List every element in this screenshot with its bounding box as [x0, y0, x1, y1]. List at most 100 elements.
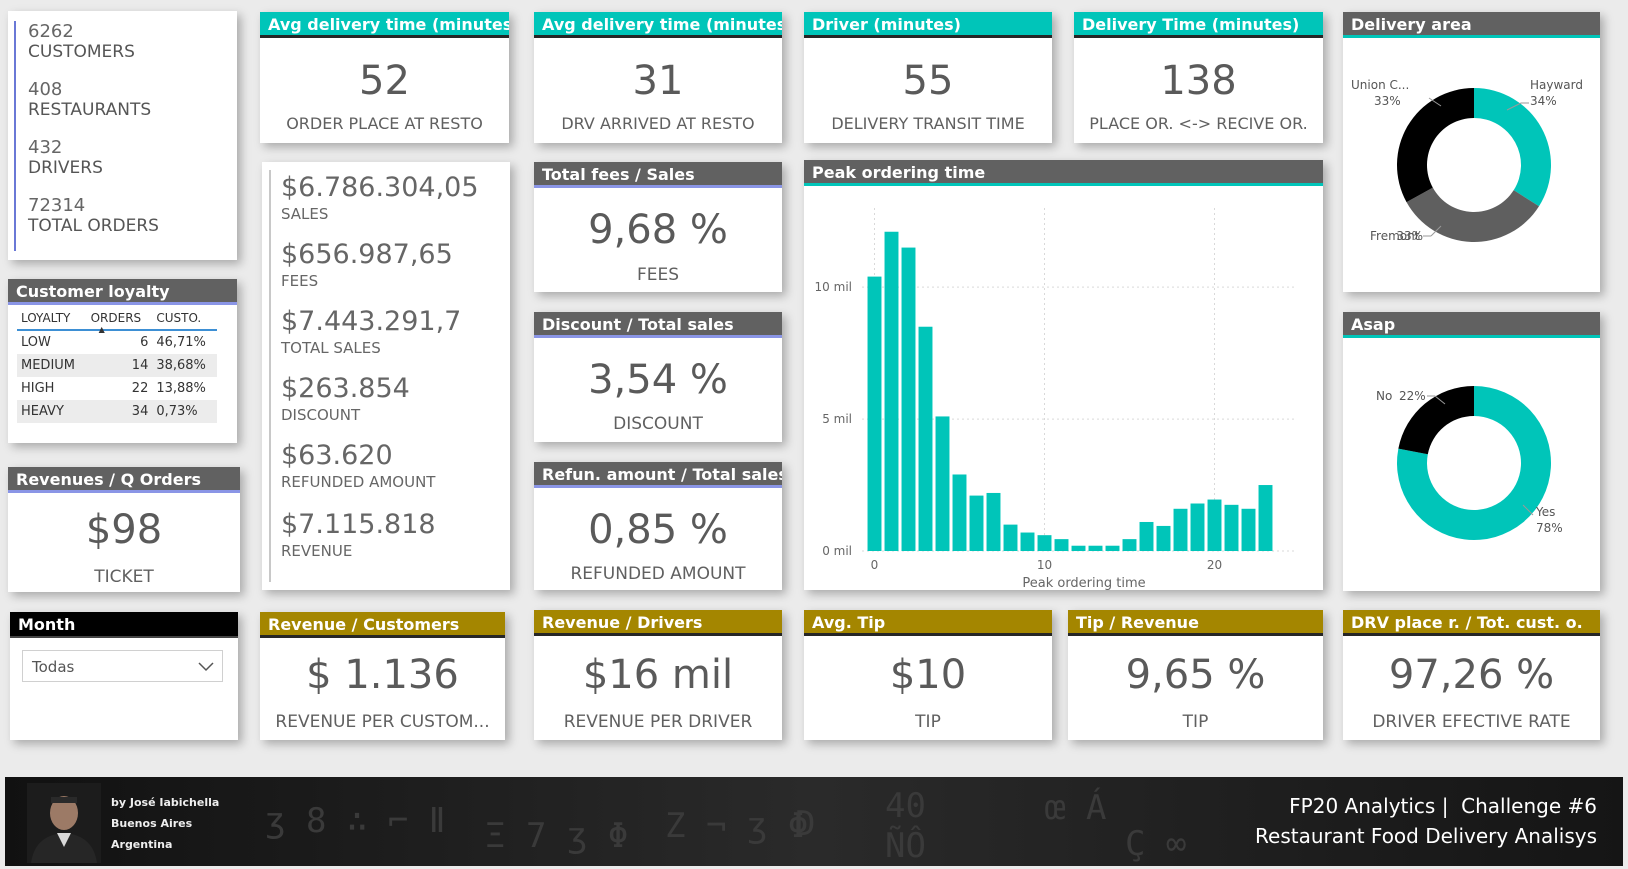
fin-discount: $263.854 DISCOUNT: [281, 373, 479, 440]
kpi-value: 97,26 %: [1388, 652, 1555, 698]
bar-hour-1[interactable]: [884, 231, 899, 551]
peak-ordering-chart: 0 mil 5 mil 10 mil 0 10 20 Peak ordering time: [815, 208, 1294, 590]
stat-drivers: 432 DRIVERS: [28, 137, 159, 195]
footer-brand-line: FP20 Analytics | Challenge #6: [1289, 794, 1597, 818]
bar-hour-0[interactable]: [867, 276, 882, 551]
refund-ratio-card: Refun. amount / Total sales 0,85 % REFUN…: [534, 462, 782, 590]
bar-hour-17[interactable]: [1156, 525, 1171, 551]
fin-label: FEES: [281, 272, 319, 290]
card-title: Month: [10, 612, 238, 638]
slice-label-hayward-pct: 34%: [1530, 94, 1557, 108]
bar-hour-20[interactable]: [1207, 499, 1222, 551]
kpi-label: REVENUE PER DRIVER: [563, 712, 753, 732]
x-axis-label: Peak ordering time: [1022, 576, 1145, 590]
slice-label-hayward-name: Hayward: [1530, 78, 1583, 92]
footer-country: Argentina: [111, 838, 173, 851]
table-row: MEDIUM 14 38,68%: [17, 354, 217, 377]
kpi-value: 52: [359, 58, 410, 104]
x-tick-label: 10: [1037, 558, 1052, 572]
kpi-value: $10: [889, 652, 967, 698]
column-header-customers[interactable]: CUSTO.: [152, 305, 217, 331]
svg-text:Ç ∞: Ç ∞: [1125, 824, 1186, 864]
customer-loyalty-card: Customer loyalty LOYALTY ORDERS ▲ CUSTO. …: [8, 279, 237, 443]
footer-city: Buenos Aires: [111, 817, 193, 830]
bar-hour-4[interactable]: [935, 416, 950, 551]
donut-slice-union-c[interactable]: [1397, 88, 1474, 203]
svg-text:ʒ 8 ∴ ⌐ Ⅱ: ʒ 8 ∴ ⌐ Ⅱ: [265, 801, 446, 841]
chevron-down-icon: [198, 662, 214, 672]
donut-slice-fremont[interactable]: [1406, 187, 1540, 242]
svg-text:Z ¬ ʒ Φ: Z ¬ ʒ Φ: [665, 806, 808, 846]
bar-hour-21[interactable]: [1224, 504, 1239, 551]
month-dropdown[interactable]: Todas: [22, 650, 223, 682]
table-row: HIGH 22 13,88%: [17, 377, 217, 400]
delivery-area-donut[interactable]: Hayward 34% Union C... 33% Fremont 33%: [1343, 40, 1600, 292]
card-title: Avg. Tip: [804, 610, 1052, 636]
ratio-value: 3,54 %: [588, 357, 728, 403]
cell-orders: 22: [131, 381, 149, 396]
kpi-drv-arrived-card: Avg delivery time (minutes) 31 DRV ARRIV…: [534, 12, 782, 143]
card-title: Avg delivery time (minutes): [534, 12, 782, 38]
y-tick-label: 10 mil: [815, 280, 852, 294]
revenue-q-orders-card: Revenues / Q Orders $98 TICKET: [8, 467, 240, 592]
fin-sales: $6.786.304,05 SALES: [281, 172, 479, 239]
summary-accent: [14, 21, 16, 251]
ratio-label: REFUNDED AMOUNT: [570, 564, 746, 584]
bar-hour-14[interactable]: [1105, 545, 1120, 551]
stat-restaurants: 408 RESTAURANTS: [28, 79, 159, 137]
card-title: DRV place r. / Tot. cust. o.: [1343, 610, 1600, 636]
bar-hour-16[interactable]: [1139, 521, 1154, 551]
column-header-loyalty[interactable]: LOYALTY: [17, 305, 87, 331]
card-title: Driver (minutes): [804, 12, 1052, 38]
column-header-orders[interactable]: ORDERS ▲: [86, 305, 153, 334]
y-tick-label: 0 mil: [822, 544, 852, 558]
ratio-value: 9,68 %: [588, 207, 728, 253]
bar-hour-9[interactable]: [1020, 532, 1035, 551]
card-title: Tip / Revenue: [1068, 610, 1323, 636]
donut-slice-hayward[interactable]: [1474, 88, 1551, 207]
kpi-value: 138: [1160, 58, 1237, 104]
kpi-value: $16 mil: [582, 652, 734, 698]
card-title: Discount / Total sales: [534, 312, 782, 338]
donut-slice-no[interactable]: [1398, 386, 1474, 455]
svg-text:Ξ 7 ʒ Φ: Ξ 7 ʒ Φ: [485, 816, 628, 856]
bar-hour-13[interactable]: [1088, 545, 1103, 551]
bar-hour-15[interactable]: [1122, 539, 1137, 551]
bar-hour-10[interactable]: [1037, 535, 1052, 551]
fin-label: REFUNDED AMOUNT: [281, 473, 436, 491]
bar-hour-8[interactable]: [1003, 524, 1018, 551]
bar-hour-12[interactable]: [1071, 545, 1086, 551]
kpi-label: DRV ARRIVED AT RESTO: [561, 114, 755, 133]
fin-value: $6.786.304,05: [281, 172, 479, 203]
bar-hour-11[interactable]: [1054, 539, 1069, 551]
bar-hour-5[interactable]: [952, 474, 967, 551]
fin-label: REVENUE: [281, 542, 353, 560]
slice-label-fremont-pct: 33%: [1396, 229, 1423, 243]
donut-slice-yes[interactable]: [1397, 386, 1551, 540]
fin-value: $656.987,65: [281, 239, 453, 270]
slice-label-yes-name: Yes: [1535, 505, 1555, 519]
card-title: Delivery area: [1343, 12, 1600, 38]
svg-text:D: D: [795, 804, 815, 844]
card-title: Avg delivery time (minutes): [260, 12, 509, 38]
ratio-value: 0,85 %: [588, 507, 728, 553]
bar-hour-18[interactable]: [1173, 508, 1188, 551]
fin-total-sales: $7.443.291,7 TOTAL SALES: [281, 306, 479, 373]
asap-donut[interactable]: No 22% Yes 78%: [1343, 340, 1600, 591]
bar-hour-7[interactable]: [986, 492, 1001, 551]
kpi-label: DELIVERY TRANSIT TIME: [831, 114, 1025, 133]
bar-hour-6[interactable]: [969, 495, 984, 551]
bar-hour-22[interactable]: [1241, 508, 1256, 551]
bar-hour-2[interactable]: [901, 247, 916, 552]
cell-loyalty: LOW: [21, 335, 51, 350]
card-title: Total fees / Sales: [534, 162, 782, 188]
bar-hour-23[interactable]: [1258, 485, 1273, 551]
cell-orders: 14: [86, 354, 153, 377]
bar-hour-3[interactable]: [918, 326, 933, 551]
bar-hour-19[interactable]: [1190, 503, 1205, 551]
delivery-area-card: Delivery area Hayward 34% Union C... 33%…: [1343, 12, 1600, 292]
driver-rate-card: DRV place r. / Tot. cust. o. 97,26 % DRI…: [1343, 610, 1600, 740]
fin-fees: $656.987,65 FEES: [281, 239, 479, 306]
fin-label: DISCOUNT: [281, 406, 361, 424]
revenue-drivers-card: Revenue / Drivers $16 mil REVENUE PER DR…: [534, 610, 782, 740]
